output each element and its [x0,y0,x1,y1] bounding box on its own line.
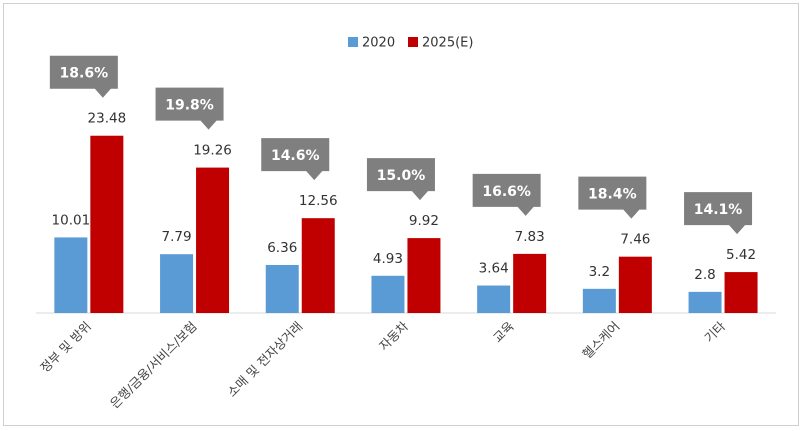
growth-callout-4 [472,173,541,216]
growth-rate-label-5: 18.4% [588,187,637,203]
growth-callout-0 [49,55,118,98]
bar-2020-0 [54,237,88,313]
growth-callout-2 [261,138,330,181]
bar-2020-4 [477,285,511,313]
x-tick-label-2: 소매 및 전자상거래 [224,319,305,400]
bar-2025-3 [407,238,441,313]
data-label-2025-5: 7.46 [620,232,650,248]
bar-2025-6 [724,272,758,313]
bar-2025-0 [90,135,124,313]
data-label-2020-3: 4.93 [373,251,403,267]
growth-rate-label-6: 14.1% [694,202,743,218]
data-label-2020-2: 6.36 [267,240,297,256]
bar-2025-2 [301,218,335,313]
bar-chart: 2020 2025(E) 10.01 23.48 18.6% 정부 및 방위 7.79 19.… [36,36,776,412]
growth-rate-label-2: 14.6% [271,148,320,164]
x-tick-label-6: 기타 [701,318,728,345]
data-label-2025-4: 7.83 [515,229,545,245]
data-label-2020-4: 3.64 [479,261,509,277]
growth-rate-label-3: 15.0% [377,168,426,184]
growth-rate-label-4: 16.6% [482,184,531,200]
legend-swatch-2020 [348,37,358,47]
x-tick-label-4: 교육 [490,319,517,346]
legend-swatch-2025 [408,37,418,47]
data-label-2025-0: 23.48 [88,111,127,127]
bar-2020-2 [265,264,299,313]
bar-2025-1 [196,167,230,313]
bar-2025-4 [513,253,547,313]
x-tick-label-1: 은행/금융/서비스/보험 [107,319,200,412]
growth-callout-6 [684,192,753,235]
bar-2020-1 [160,254,194,313]
growth-callout-3 [366,158,435,201]
growth-callout-5 [578,176,647,219]
x-tick-label-0: 정부 및 방위 [37,319,94,376]
bar-2020-6 [688,291,722,313]
data-label-2020-5: 3.2 [589,264,610,280]
data-label-2025-6: 5.42 [726,247,756,263]
data-label-2020-1: 7.79 [162,229,192,245]
bar-2025-5 [618,256,652,313]
growth-callout-1 [155,87,224,130]
data-label-2025-2: 12.56 [299,193,338,209]
chart-frame: 2020 2025(E) 10.01 23.48 18.6% 정부 및 방위 7.79 19.… [3,3,799,426]
bar-2020-5 [582,288,616,313]
growth-rate-label-0: 18.6% [60,66,109,82]
x-tick-label-3: 자동차 [376,318,411,353]
data-label-2025-1: 19.26 [193,143,232,159]
growth-rate-label-1: 19.8% [165,98,214,114]
data-label-2020-0: 10.01 [52,212,91,228]
x-tick-label-5: 헬스케어 [579,319,622,362]
bar-2020-3 [371,275,405,313]
legend-label-2025: 2025(E) [422,36,473,51]
data-label-2025-3: 9.92 [409,213,439,229]
legend-label-2020: 2020 [362,36,395,51]
data-label-2020-6: 2.8 [694,267,715,283]
